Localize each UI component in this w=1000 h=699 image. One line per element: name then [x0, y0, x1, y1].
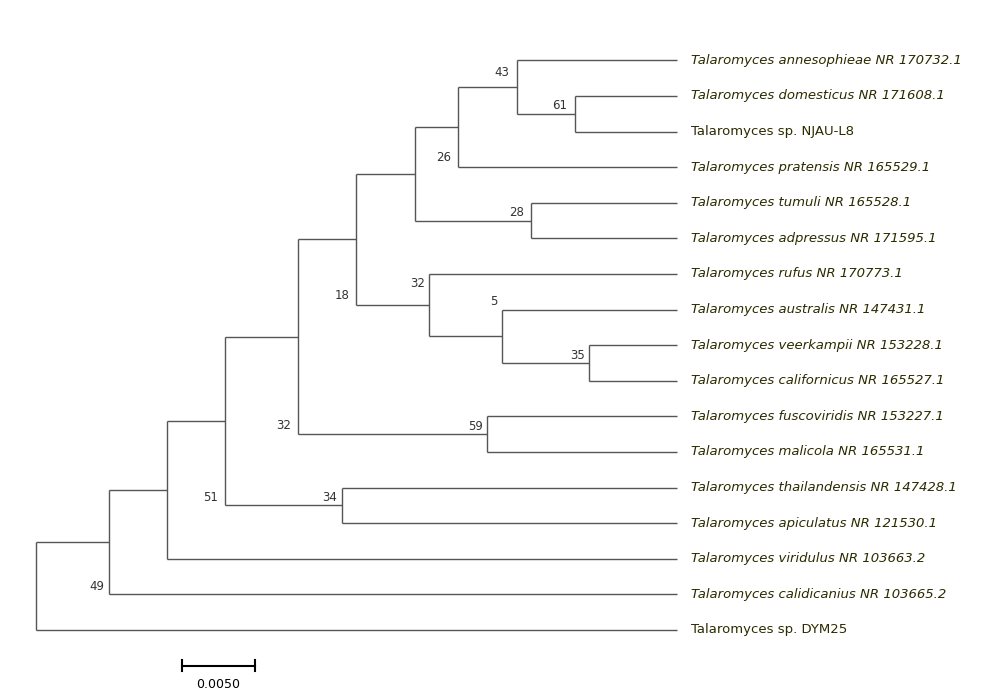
Text: 26: 26 — [436, 150, 451, 164]
Text: Talaromyces veerkampii NR 153228.1: Talaromyces veerkampii NR 153228.1 — [691, 338, 943, 352]
Text: Talaromyces viridulus NR 103663.2: Talaromyces viridulus NR 103663.2 — [691, 552, 926, 565]
Text: Talaromyces fuscoviridis NR 153227.1: Talaromyces fuscoviridis NR 153227.1 — [691, 410, 944, 423]
Text: 49: 49 — [90, 579, 105, 593]
Text: Talaromyces thailandensis NR 147428.1: Talaromyces thailandensis NR 147428.1 — [691, 481, 957, 494]
Text: 34: 34 — [323, 491, 338, 504]
Text: Talaromyces pratensis NR 165529.1: Talaromyces pratensis NR 165529.1 — [691, 161, 930, 173]
Text: Talaromyces californicus NR 165527.1: Talaromyces californicus NR 165527.1 — [691, 374, 945, 387]
Text: Talaromyces annesophieae NR 170732.1: Talaromyces annesophieae NR 170732.1 — [691, 54, 962, 67]
Text: 61: 61 — [553, 99, 568, 113]
Text: 43: 43 — [494, 66, 509, 79]
Text: 28: 28 — [509, 206, 524, 219]
Text: Talaromyces australis NR 147431.1: Talaromyces australis NR 147431.1 — [691, 303, 926, 316]
Text: Talaromyces sp. NJAU-L8: Talaromyces sp. NJAU-L8 — [691, 125, 854, 138]
Text: 59: 59 — [468, 420, 483, 433]
Text: Talaromyces sp. DYM25: Talaromyces sp. DYM25 — [691, 624, 848, 636]
Text: Talaromyces apiculatus NR 121530.1: Talaromyces apiculatus NR 121530.1 — [691, 517, 937, 530]
Text: 5: 5 — [490, 295, 498, 308]
Text: Talaromyces adpressus NR 171595.1: Talaromyces adpressus NR 171595.1 — [691, 232, 937, 245]
Text: 35: 35 — [570, 349, 585, 361]
Text: Talaromyces malicola NR 165531.1: Talaromyces malicola NR 165531.1 — [691, 445, 925, 459]
Text: Talaromyces calidicanius NR 103665.2: Talaromyces calidicanius NR 103665.2 — [691, 588, 947, 601]
Text: 32: 32 — [276, 419, 291, 433]
Text: 0.0050: 0.0050 — [196, 678, 240, 691]
Text: 32: 32 — [410, 278, 425, 291]
Text: 51: 51 — [203, 491, 218, 503]
Text: 18: 18 — [334, 289, 349, 301]
Text: Talaromyces domesticus NR 171608.1: Talaromyces domesticus NR 171608.1 — [691, 89, 945, 103]
Text: Talaromyces tumuli NR 165528.1: Talaromyces tumuli NR 165528.1 — [691, 196, 911, 209]
Text: Talaromyces rufus NR 170773.1: Talaromyces rufus NR 170773.1 — [691, 268, 903, 280]
